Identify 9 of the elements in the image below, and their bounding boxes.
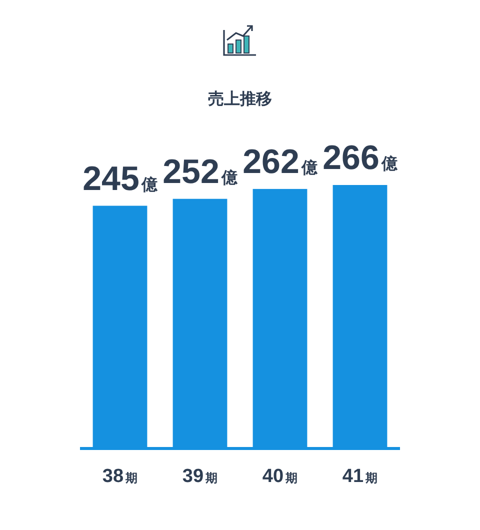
chart-title: 売上推移 [208,90,272,108]
x-tick-label: 39期 [182,466,218,487]
data-label: 262億 [242,142,318,181]
x-tick-label: 40期 [262,466,298,487]
x-tick-label: 38期 [102,466,138,487]
data-label: 252億 [162,152,238,191]
x-tick-label: 41期 [342,466,378,487]
data-label: 266億 [322,139,398,177]
data-label: 245億 [82,160,158,198]
